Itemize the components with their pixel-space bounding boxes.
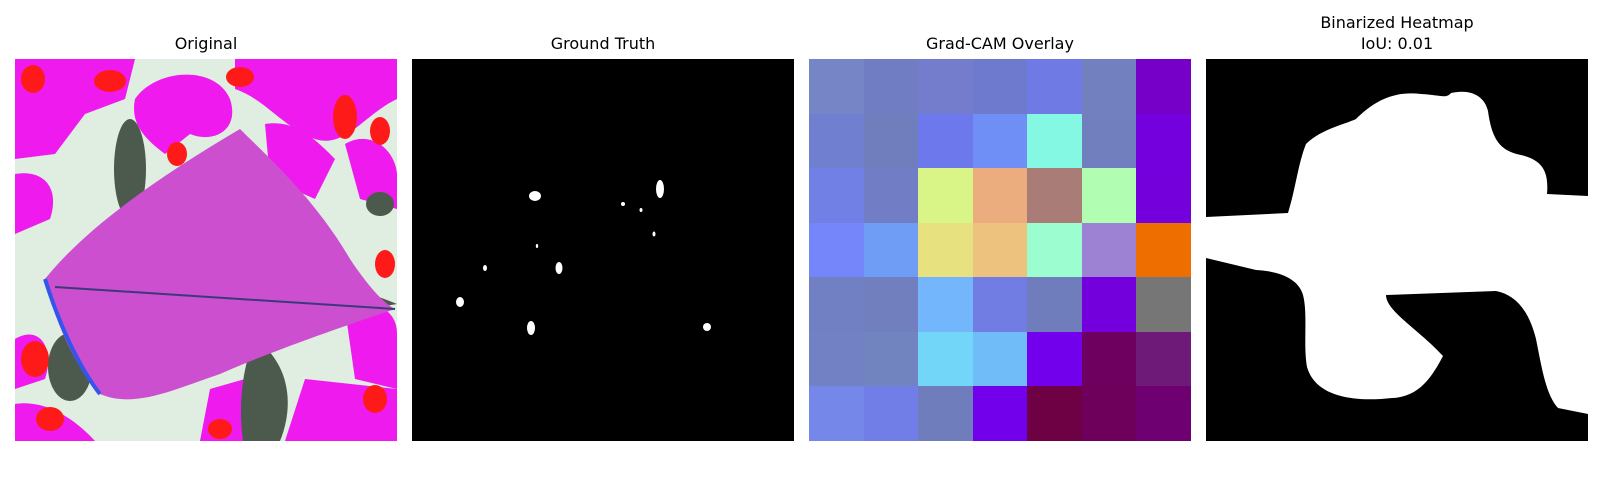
gradcam-cell-r6-c3: [973, 386, 1027, 441]
gradcam-cell-r4-c4: [1027, 277, 1082, 332]
gradcam-cell-r0-c1: [864, 59, 918, 114]
gradcam-cell-r4-c6: [1136, 277, 1191, 332]
gradcam-cell-r5-c6: [1136, 332, 1191, 386]
gradcam-cell-r1-c4: [1027, 114, 1082, 168]
gradcam-cell-r4-c2: [918, 277, 973, 332]
gradcam-cell-r5-c4: [1027, 332, 1082, 386]
gradcam-overlay-image: [809, 59, 1191, 441]
gradcam-cell-r0-c0: [809, 59, 864, 114]
gradcam-cell-r5-c3: [973, 332, 1027, 386]
leaf-edge: [43, 278, 102, 396]
gradcam-cell-r5-c1: [864, 332, 918, 386]
gradcam-cell-r6-c0: [809, 386, 864, 441]
gradcam-cell-r1-c0: [809, 114, 864, 168]
gradcam-cell-r0-c6: [1136, 59, 1191, 114]
gradcam-cell-r1-c2: [918, 114, 973, 168]
panel-title-gradcam-overlay: Grad-CAM Overlay: [926, 34, 1074, 53]
gradcam-cell-r6-c5: [1082, 386, 1136, 441]
gradcam-cell-r3-c1: [864, 223, 918, 277]
iou-score: IoU: 0.01: [1360, 34, 1434, 53]
gradcam-cell-r6-c4: [1027, 386, 1082, 441]
gradcam-cell-r2-c2: [918, 168, 973, 223]
gradcam-cell-r5-c0: [809, 332, 864, 386]
panel-ground-truth: Ground Truth: [412, 0, 794, 500]
panel-title-binarized-heatmap: Binarized Heatmap: [1320, 13, 1474, 32]
gradcam-cell-r4-c1: [864, 277, 918, 332]
leaf-shape: [45, 129, 395, 400]
gradcam-cell-r1-c5: [1082, 114, 1136, 168]
gradcam-cell-r2-c0: [809, 168, 864, 223]
gradcam-cell-r2-c5: [1082, 168, 1136, 223]
gradcam-cell-r1-c3: [973, 114, 1027, 168]
gradcam-cell-r6-c2: [918, 386, 973, 441]
gradcam-cell-r4-c0: [809, 277, 864, 332]
gradcam-cell-r3-c6: [1136, 223, 1191, 277]
gradcam-cell-r0-c3: [973, 59, 1027, 114]
gradcam-cell-r3-c0: [809, 223, 864, 277]
gradcam-cell-r4-c3: [973, 277, 1027, 332]
gradcam-cell-r3-c3: [973, 223, 1027, 277]
panel-original: Original: [15, 0, 397, 500]
gradcam-cell-r6-c6: [1136, 386, 1191, 441]
gradcam-cell-r1-c1: [864, 114, 918, 168]
panel-binarized-heatmap: Binarized Heatmap IoU: 0.01: [1206, 0, 1588, 500]
leaf-vein: [54, 286, 396, 310]
gradcam-cell-r3-c2: [918, 223, 973, 277]
gradcam-cell-r3-c4: [1027, 223, 1082, 277]
mask-background: [412, 59, 794, 441]
gradcam-cell-r2-c4: [1027, 168, 1082, 223]
gradcam-cell-r4-c5: [1082, 277, 1136, 332]
gradcam-cell-r5-c5: [1082, 332, 1136, 386]
gradcam-cell-r2-c6: [1136, 168, 1191, 223]
ground-truth-mask: [412, 59, 794, 441]
gradcam-cell-r2-c3: [973, 168, 1027, 223]
panel-gradcam-overlay: Grad-CAM Overlay: [809, 0, 1191, 500]
original-image: [15, 59, 397, 441]
gradcam-cell-r6-c1: [864, 386, 918, 441]
gradcam-cell-r0-c2: [918, 59, 973, 114]
red-spots: [21, 65, 395, 439]
mask-spots: [456, 180, 711, 335]
gradcam-cell-r0-c4: [1027, 59, 1082, 114]
gradcam-cell-r5-c2: [918, 332, 973, 386]
binary-foreground-region: [1206, 91, 1588, 415]
gradcam-cell-r1-c6: [1136, 114, 1191, 168]
binarized-heatmap-image: [1206, 59, 1588, 441]
gradcam-cell-r2-c1: [864, 168, 918, 223]
gradcam-cell-r0-c5: [1082, 59, 1136, 114]
panel-title-ground-truth: Ground Truth: [550, 34, 656, 53]
panel-title-original: Original: [174, 34, 238, 53]
gradcam-cell-r3-c5: [1082, 223, 1136, 277]
